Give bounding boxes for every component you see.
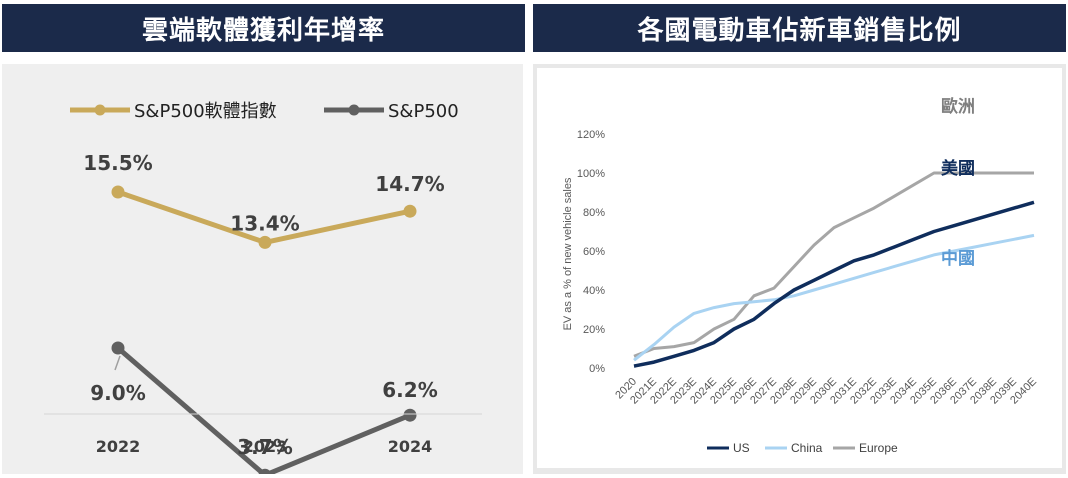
series-line-europe (633, 171, 1034, 358)
y-tick-label: 20% (583, 324, 605, 336)
data-point (111, 341, 125, 355)
data-label: 9.0% (90, 381, 145, 405)
right-chart-panel: EV as a % of new vehicle sales 0% 20% 40% 6… (533, 64, 1066, 474)
legend-marker (94, 104, 106, 116)
legend-label: China (791, 441, 823, 455)
legend-label: S&P500 (388, 101, 459, 122)
x-tick-label: 2022 (96, 437, 141, 456)
left-chart-title: 雲端軟體獲利年增率 (2, 4, 525, 52)
right-chart-title: 各國電動車佔新車銷售比例 (533, 4, 1066, 52)
data-point (403, 408, 417, 422)
label-leader-line (114, 355, 121, 371)
data-label: 3.7% (237, 435, 292, 459)
profit-growth-chart: S&P500軟體指數 S&P500 15.5% 13.4% 14.7% 9.0% 3.7%… (44, 101, 482, 474)
data-label: 14.7% (375, 172, 444, 196)
data-label: 15.5% (83, 151, 152, 175)
x-tick-label: 2023 (243, 437, 288, 456)
region-label-europe: 歐洲 (941, 96, 975, 117)
series-line-sp500 (116, 346, 411, 474)
region-label-us: 美國 (941, 158, 975, 179)
y-tick-label: 120% (577, 129, 605, 141)
series-line-china (633, 233, 1035, 362)
legend-label: US (733, 441, 750, 455)
y-axis-title: EV as a % of new vehicle sales (562, 177, 574, 330)
data-point (111, 185, 125, 199)
series-line-us (633, 200, 1035, 368)
y-tick-label: 40% (583, 285, 605, 297)
data-label: 6.2% (382, 378, 437, 402)
y-tick-label: 0% (589, 363, 605, 375)
ev-share-chart: EV as a % of new vehicle sales 0% 20% 40% 6… (562, 96, 1039, 455)
data-point (258, 235, 272, 249)
data-point (258, 468, 272, 474)
x-tick-label: 2024 (388, 437, 433, 456)
data-point (403, 204, 417, 218)
y-tick-label: 80% (583, 207, 605, 219)
left-chart-panel: S&P500軟體指數 S&P500 15.5% 13.4% 14.7% 9.0% 3.7%… (2, 64, 523, 474)
legend-marker (348, 104, 360, 116)
data-label: 13.4% (230, 211, 299, 235)
y-tick-label: 100% (577, 168, 605, 180)
region-label-china: 中國 (941, 248, 975, 269)
legend-label: S&P500軟體指數 (134, 101, 277, 122)
legend-label: Europe (859, 441, 898, 455)
y-tick-label: 60% (583, 246, 605, 258)
